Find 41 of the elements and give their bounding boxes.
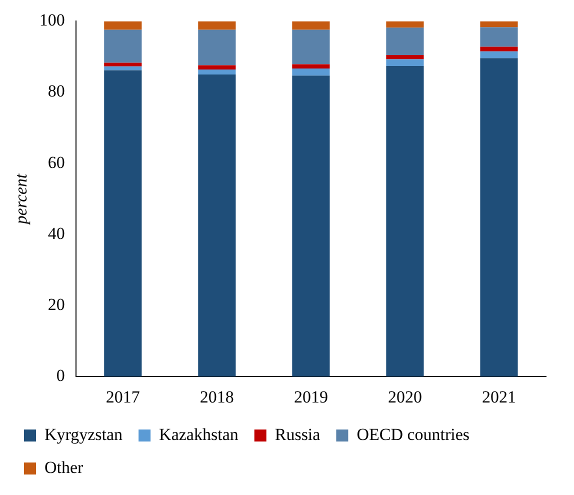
bar: [292, 68, 330, 76]
y-tick-label: 20: [48, 294, 65, 314]
legend-label: Kyrgyzstan: [44, 424, 124, 444]
bar: [198, 74, 236, 377]
legend-label: Russia: [274, 424, 321, 444]
bar: [292, 21, 330, 30]
bar: [386, 66, 424, 377]
bar: [480, 58, 518, 377]
bar: [292, 76, 330, 377]
x-tick-label: 2018: [200, 387, 234, 406]
y-tick-label: 40: [48, 224, 65, 243]
bar: [480, 27, 518, 47]
x-tick-label: 2017: [106, 387, 140, 406]
x-tick-label: 2021: [482, 387, 516, 406]
legend-label: Other: [44, 458, 84, 477]
bar: [480, 21, 518, 28]
bar: [104, 30, 142, 63]
bar: [198, 70, 236, 75]
y-tick-label: 80: [48, 82, 65, 101]
bar: [104, 21, 142, 30]
bar: [104, 70, 142, 377]
bar: [480, 51, 518, 58]
bar: [386, 54, 424, 60]
bar: [480, 46, 518, 52]
y-tick-label: 0: [56, 366, 65, 386]
y-tick-label: 100: [39, 10, 65, 30]
bar: [386, 28, 424, 55]
bar: [386, 21, 424, 28]
bar: [198, 30, 236, 66]
bar: [198, 65, 236, 70]
x-tick-label: 2020: [388, 387, 422, 406]
legend-label: OECD countries: [356, 424, 470, 444]
legend-label: Kazakhstan: [159, 424, 239, 444]
bar: [386, 59, 424, 66]
y-tick-label: 60: [48, 152, 65, 172]
y-axis-title: percent: [12, 172, 31, 226]
bar: [292, 64, 330, 68]
bar: [104, 62, 142, 66]
bar: [292, 30, 330, 64]
x-tick-label: 2019: [294, 387, 328, 406]
bar: [198, 21, 236, 30]
